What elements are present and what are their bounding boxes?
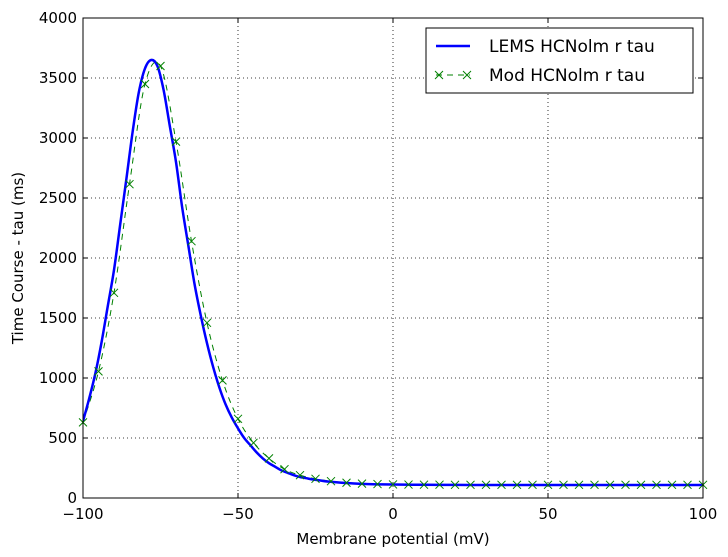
y-tick-label: 2000 bbox=[39, 249, 77, 267]
x-tick-label: 0 bbox=[388, 505, 398, 523]
data-point-marker bbox=[218, 376, 227, 385]
legend-marker-mod bbox=[434, 70, 472, 80]
data-point-marker bbox=[249, 438, 258, 448]
y-tick-label: 2500 bbox=[39, 189, 77, 207]
data-point-marker bbox=[481, 480, 491, 490]
marker-layer bbox=[78, 61, 708, 490]
y-tick-label: 0 bbox=[67, 489, 77, 507]
data-point-marker bbox=[636, 480, 646, 490]
x-tick-label: 100 bbox=[689, 505, 718, 523]
data-point-marker bbox=[497, 480, 506, 490]
data-point-marker bbox=[264, 454, 274, 463]
data-point-marker bbox=[357, 479, 367, 488]
data-point-marker bbox=[125, 179, 134, 189]
legend: LEMS HCNolm r tau Mod HCNolm r tau bbox=[425, 27, 694, 94]
data-point-marker bbox=[404, 480, 413, 489]
data-point-marker bbox=[187, 236, 196, 246]
x-tick-label: 50 bbox=[538, 505, 557, 523]
data-point-marker bbox=[652, 480, 661, 490]
data-point-marker bbox=[202, 318, 212, 328]
x-axis-label: Membrane potential (mV) bbox=[296, 530, 489, 548]
ticks: −100 −50 0 50 100050010001500200025003000350… bbox=[39, 9, 718, 523]
data-point-marker bbox=[528, 480, 537, 490]
data-point-marker bbox=[590, 480, 599, 490]
data-point-marker bbox=[295, 470, 305, 480]
data-point-marker bbox=[419, 480, 429, 490]
data-point-marker bbox=[683, 480, 692, 490]
x-tick-label: −50 bbox=[222, 505, 254, 523]
data-point-marker bbox=[605, 480, 615, 490]
y-axis-label: Time Course - tau (ms) bbox=[9, 172, 27, 345]
data-point-marker bbox=[342, 478, 351, 488]
y-tick-label: 1500 bbox=[39, 309, 77, 327]
data-point-marker bbox=[543, 480, 553, 490]
y-tick-label: 3000 bbox=[39, 129, 77, 147]
data-point-marker bbox=[621, 480, 630, 490]
y-tick-label: 1000 bbox=[39, 369, 77, 387]
data-point-marker bbox=[450, 480, 460, 490]
data-point-marker bbox=[233, 414, 243, 424]
data-point-marker bbox=[171, 137, 181, 146]
legend-label-lems: LEMS HCNolm r tau bbox=[489, 37, 655, 57]
data-point-marker bbox=[156, 61, 165, 71]
data-point-marker bbox=[373, 479, 382, 489]
data-point-marker bbox=[512, 480, 522, 490]
y-tick-label: 3500 bbox=[39, 69, 77, 87]
data-point-marker bbox=[94, 367, 103, 376]
data-point-marker bbox=[466, 480, 475, 490]
data-point-marker bbox=[140, 79, 150, 89]
legend-box bbox=[425, 27, 694, 94]
data-point-marker bbox=[388, 480, 398, 489]
data-point-marker bbox=[109, 288, 119, 298]
data-point-marker bbox=[667, 480, 677, 490]
legend-label-mod: Mod HCNolm r tau bbox=[489, 66, 645, 86]
y-tick-label: 500 bbox=[48, 429, 77, 447]
data-point-marker bbox=[280, 464, 289, 474]
data-point-marker bbox=[574, 480, 584, 490]
x-tick-label: −100 bbox=[62, 505, 103, 523]
data-point-marker bbox=[435, 480, 444, 490]
data-point-marker bbox=[559, 480, 568, 490]
y-tick-label: 4000 bbox=[39, 9, 77, 27]
data-point-marker bbox=[326, 476, 336, 486]
data-point-marker bbox=[311, 474, 320, 484]
